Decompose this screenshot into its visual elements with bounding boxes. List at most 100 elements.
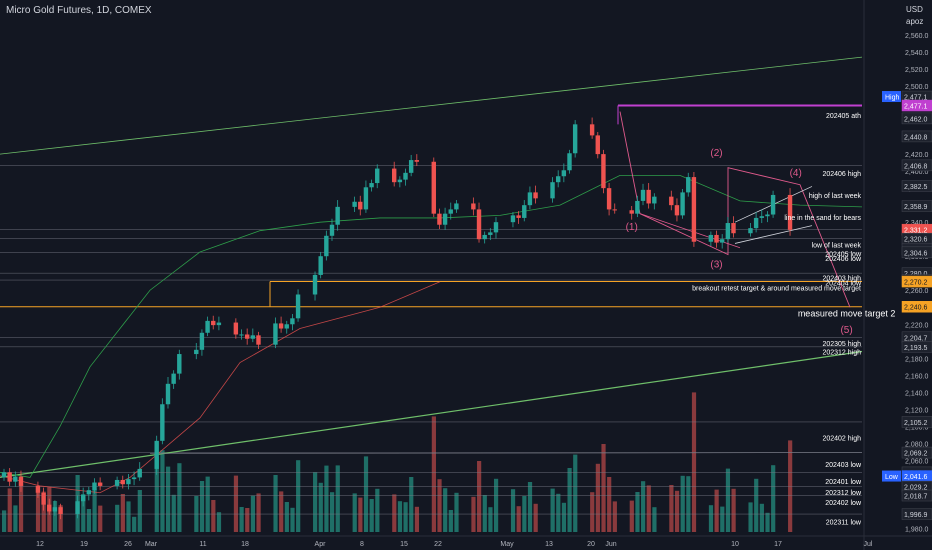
volume-bar <box>256 493 261 532</box>
candle-body <box>561 170 567 177</box>
volume-bar <box>567 468 572 532</box>
volume-bar <box>369 499 374 532</box>
price-tag <box>901 180 932 192</box>
volume-bar <box>2 510 7 532</box>
volume-bar <box>443 488 448 532</box>
volume-bar <box>177 463 182 532</box>
volume-bar <box>199 481 205 532</box>
volume-bar <box>431 416 436 532</box>
volume-bar <box>708 505 714 532</box>
price-tag-text: 2,105.2 <box>904 420 927 427</box>
price-tag-text: 2,477.1 <box>904 95 927 102</box>
volume-bar <box>573 454 578 532</box>
candle-body <box>753 217 759 229</box>
y-tick-label: 2,100.0 <box>905 424 928 431</box>
volume-bar <box>120 494 125 532</box>
volume-bar <box>81 495 86 532</box>
volume-bar <box>18 483 24 532</box>
volume-bar <box>329 492 335 532</box>
price-tags: 2,477.1High2,477.12,462.02,440.82,406.82… <box>882 90 932 520</box>
volume-bar <box>205 476 210 532</box>
x-tick-label: 12 <box>36 541 44 548</box>
candle-body <box>75 501 80 515</box>
y-tick-label: 2,340.0 <box>905 220 928 227</box>
volume-bar <box>290 507 295 532</box>
volume-bar <box>154 457 159 532</box>
volume-bar <box>126 501 131 532</box>
candle-body <box>522 205 527 218</box>
candle-body <box>787 194 793 230</box>
price-tag <box>901 200 932 212</box>
volume-bar <box>725 468 731 532</box>
volume-bar <box>759 503 764 532</box>
volume-bar <box>516 506 521 532</box>
pattern-lines <box>619 111 851 308</box>
volume-bar <box>680 475 685 532</box>
extreme-tag <box>882 91 901 103</box>
volume-bar <box>771 465 776 532</box>
candle-body <box>550 182 555 199</box>
annotation-text: (4) <box>790 168 802 179</box>
level-label: high of last week <box>809 193 862 200</box>
volume-bar <box>165 466 171 532</box>
candle-body <box>674 205 680 216</box>
price-tag-text: 2,358.9 <box>904 204 927 211</box>
price-tag <box>901 300 932 313</box>
candle-body <box>471 203 476 210</box>
y-tick-label: 2,520.0 <box>905 67 928 74</box>
volume-bar <box>533 503 538 532</box>
candle-body <box>131 477 137 480</box>
candle-body <box>47 504 52 512</box>
level-label: 202311 low <box>826 520 862 527</box>
currency-label[interactable]: USD <box>906 5 923 14</box>
level-label: 202402 high <box>822 435 861 442</box>
y-tick-label: 2,160.0 <box>905 373 928 380</box>
candle-body <box>454 203 459 210</box>
candle-body <box>397 179 403 183</box>
unit-label: apoz <box>906 17 924 26</box>
volume-bar <box>510 489 516 532</box>
wedge-bottom <box>734 225 813 244</box>
x-tick-label: Apr <box>315 541 327 548</box>
volume-bar <box>646 485 651 532</box>
y-tick-label: 2,560.0 <box>905 33 928 40</box>
candle-body <box>52 507 58 512</box>
symbol-title[interactable]: Micro Gold Futures, 1D, COMEX <box>6 5 152 16</box>
moving-average-red <box>0 281 441 494</box>
volume-bar <box>137 490 142 532</box>
volume-bar <box>731 488 736 532</box>
candle-body <box>612 209 617 211</box>
candle-body <box>177 354 182 374</box>
volume-bar <box>324 465 329 532</box>
candle-body <box>601 154 606 189</box>
candle-body <box>482 234 487 240</box>
volume-bar <box>239 507 244 532</box>
price-tag-text: 2,304.6 <box>904 250 927 257</box>
volume-bar <box>488 507 493 532</box>
candle-body <box>92 482 97 491</box>
level-label: 202305 high <box>822 341 861 348</box>
level-label: 202401 low <box>825 479 862 486</box>
candle-body <box>352 201 357 207</box>
price-tag-text: 2,477.1 <box>904 104 927 111</box>
y-tick-label: 2,420.0 <box>905 152 928 159</box>
candle-body <box>312 274 318 295</box>
candle-body <box>194 349 199 355</box>
candle-body <box>680 192 685 216</box>
volume-bar <box>160 450 165 532</box>
volume-bar <box>41 491 46 532</box>
volume-bar <box>132 516 137 532</box>
candle-body <box>691 177 697 242</box>
candle-body <box>448 209 453 214</box>
volume-bar <box>482 495 487 532</box>
candle-body <box>765 214 770 217</box>
price-tag-text: 2,440.8 <box>904 134 927 141</box>
y-tick-label: 1,980.0 <box>905 526 928 533</box>
x-tick-label: 22 <box>434 541 442 548</box>
candle-body <box>290 318 295 325</box>
annotation-text: (5) <box>840 325 852 336</box>
candle-body <box>567 153 572 171</box>
volume-bar <box>414 506 420 532</box>
volume-bar <box>720 506 725 532</box>
